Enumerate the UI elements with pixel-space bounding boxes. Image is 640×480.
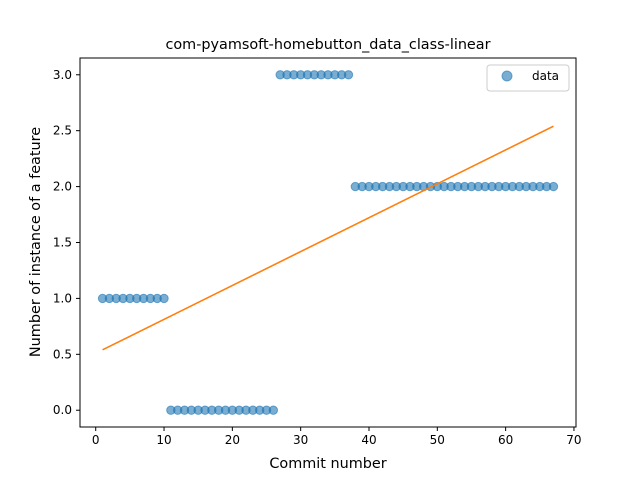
y-tick-label: 0.0 [53,403,72,417]
x-tick-label: 40 [361,433,376,447]
y-tick-label: 1.5 [53,236,72,250]
legend: data [487,65,569,91]
fit-line [103,126,554,350]
plot-frame [80,58,576,427]
x-axis: 0 10 20 30 40 50 60 70 [92,427,582,447]
x-tick-label: 0 [92,433,100,447]
x-tick-label: 10 [156,433,171,447]
y-axis-label: Number of instance of a feature [28,127,44,357]
y-tick-label: 2.0 [53,180,72,194]
y-tick-label: 0.5 [53,347,72,361]
x-tick-label: 70 [566,433,581,447]
legend-label-data: data [532,69,559,83]
plot-area [98,71,557,415]
y-tick-label: 3.0 [53,68,72,82]
x-tick-label: 60 [498,433,513,447]
x-tick-label: 30 [293,433,308,447]
x-tick-label: 20 [225,433,240,447]
data-point [344,71,352,79]
x-axis-label: Commit number [269,456,386,472]
chart-title: com-pyamsoft-homebutton_data_class-linea… [165,37,490,53]
y-tick-label: 1.0 [53,291,72,305]
x-tick-label: 50 [430,433,445,447]
data-point [549,182,557,190]
legend-marker-data [502,71,512,81]
data-point [160,294,168,302]
data-point [269,406,277,414]
y-tick-label: 2.5 [53,124,72,138]
y-axis: 0.0 0.5 1.0 1.5 2.0 2.5 3.0 [53,68,80,417]
